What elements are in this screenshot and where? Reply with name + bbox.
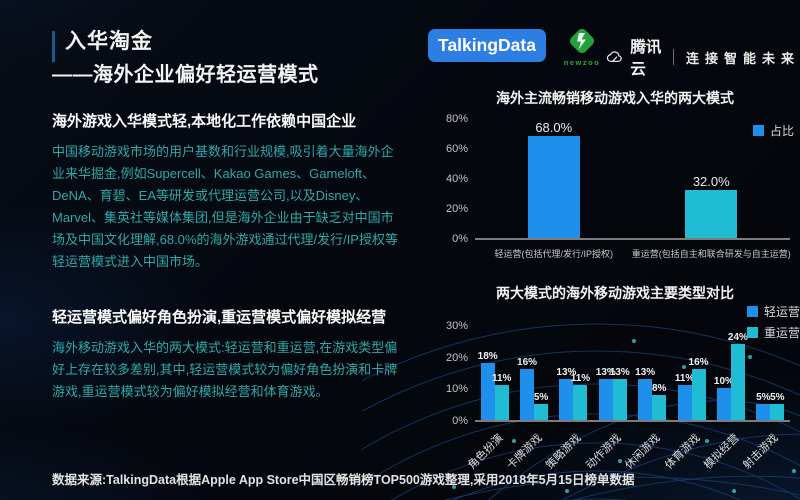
- chart-entry-modes: 海外主流畅销移动游戏入华的两大模式 0% 20% 40% 60% 80% 68.0% 32…: [430, 88, 800, 268]
- legend-item: 占比: [752, 122, 794, 139]
- talkingdata-logo: TalkingData: [428, 29, 546, 62]
- section2-body: 海外移动游戏入华的两大模式:轻运营和重运营,在游戏类型偏好上存在较多差别,其中,…: [52, 340, 398, 399]
- y-tick-label: 0%: [452, 233, 468, 245]
- chart2-y-axis: 0% 10% 20% 30%: [430, 320, 470, 427]
- section-genre-preference: 轻运营模式偏好角色扮演,重运营模式偏好模拟经营 海外移动游戏入华的两大模式:轻运…: [52, 306, 406, 403]
- bar-s0-c0: [480, 363, 495, 420]
- tencent-cloud-label: 腾讯云: [630, 39, 662, 78]
- x-category-label: 体育游戏: [662, 432, 703, 472]
- legend-swatch: [746, 306, 758, 317]
- y-tick-label: 20%: [445, 351, 468, 364]
- bar-s0-c1: [520, 369, 535, 420]
- bar-value-label: 5%: [770, 392, 785, 404]
- bar-value-label: 13%: [595, 366, 616, 378]
- x-category-label: 策略游戏: [544, 432, 585, 472]
- bar-value-label: 18%: [477, 351, 498, 362]
- bar-value-label: 5%: [533, 392, 549, 404]
- y-tick-label: 20%: [445, 203, 468, 215]
- bar-s0-c2: [559, 378, 574, 420]
- y-tick-label: 0%: [452, 415, 468, 427]
- chart2-title: 两大模式的海外移动游戏主要类型对比: [496, 285, 734, 301]
- chart2-legend: 轻运营 重运营: [746, 303, 800, 341]
- bar-value-label: 16%: [517, 357, 538, 369]
- cloud-icon: [606, 51, 622, 62]
- newzoo-logo-text: newzoo: [563, 58, 601, 67]
- x-category-label: 轻运营(包括代理/发行/IP授权): [494, 249, 614, 259]
- talkingdata-logo-text: TalkingData: [438, 35, 536, 55]
- bar-value-label: 8%: [651, 382, 667, 394]
- bar-s1-c4: [652, 394, 667, 420]
- y-tick-label: 80%: [445, 113, 468, 125]
- chart1-x-axis: 轻运营(包括代理/发行/IP授权) 重运营(包括自主和联合研发与自主运营): [475, 244, 791, 260]
- bar-s1-c6: [730, 344, 745, 420]
- section1-body: 中国移动游戏市场的用户基数和行业规模,吸引着大量海外企业来华掘金,例如Super…: [52, 144, 398, 269]
- chart-genre-comparison: 两大模式的海外移动游戏主要类型对比 0% 10% 20% 30% 18% 16% 13% 1…: [430, 283, 800, 493]
- bar-s0-c4: [638, 378, 653, 420]
- bar-s1-c1: [534, 404, 549, 420]
- bar-value-label: 11%: [570, 373, 591, 385]
- bar-value-label: 13%: [609, 366, 630, 378]
- bar-value-label: 11%: [491, 373, 512, 385]
- bar-s1-c7: [770, 404, 785, 420]
- bar-value-label: 68.0%: [535, 120, 573, 135]
- page-title: 入华淘金 ——海外企业偏好轻运营模式: [52, 25, 319, 87]
- chart1-title: 海外主流畅销移动游戏入华的两大模式: [496, 90, 734, 106]
- x-category-label: 模拟经营: [701, 432, 742, 472]
- bar-value-label: 13%: [635, 366, 656, 378]
- bar-s0-c7: [756, 404, 771, 420]
- data-source-note: 数据来源:TalkingData根据Apple App Store中国区畅销榜T…: [52, 473, 635, 487]
- newzoo-diamond-icon: [569, 28, 595, 54]
- x-category-label: 角色扮演: [465, 432, 506, 472]
- legend-swatch: [746, 327, 758, 338]
- bar-value-label: 11%: [674, 373, 695, 385]
- x-category-label: 休闲游戏: [623, 432, 663, 472]
- title-line-2: ——海外企业偏好轻运营模式: [52, 64, 319, 86]
- y-tick-label: 10%: [445, 383, 468, 396]
- newzoo-logo: newzoo: [560, 25, 604, 67]
- bar-value-label: 5%: [756, 392, 771, 404]
- logo-divider: [673, 49, 674, 65]
- bar-s0-c3: [598, 378, 613, 420]
- legend-item: 重运营: [746, 324, 800, 341]
- chart1-y-axis: 0% 20% 40% 60% 80%: [430, 113, 470, 245]
- bar-s0-c0: [527, 136, 580, 238]
- tencent-cloud-logo: 腾讯云 连接智能未来: [606, 35, 800, 79]
- bar-value-label: 13%: [556, 366, 577, 378]
- section1-heading: 海外游戏入华模式轻,本地化工作依赖中国企业: [52, 113, 357, 130]
- globe-wireframe-graphic: [362, 323, 800, 500]
- chart1-legend: 占比: [752, 122, 794, 139]
- tencent-slogan: 连接智能未来: [686, 50, 800, 66]
- bar-value-label: 24%: [727, 332, 748, 343]
- bar-s0-c6: [716, 388, 731, 420]
- section-market-modes: 海外游戏入华模式轻,本地化工作依赖中国企业 中国移动游戏市场的用户基数和行业规模…: [52, 110, 406, 273]
- bar-value-label: 32.0%: [692, 174, 730, 189]
- bar-s0-c5: [677, 385, 692, 420]
- chart1-plot-area: 68.0% 32.0%: [475, 118, 790, 240]
- bar-s0-c1: [685, 190, 738, 238]
- x-category-label: 重运营(包括自主和联合研发与自主运营): [631, 249, 791, 259]
- legend-swatch: [752, 125, 764, 136]
- bar-s1-c2: [573, 385, 588, 420]
- y-tick-label: 40%: [445, 173, 468, 185]
- bar-s1-c0: [494, 385, 509, 420]
- legend-item: 轻运营: [746, 303, 800, 320]
- y-tick-label: 30%: [445, 320, 468, 332]
- x-category-label: 射击游戏: [741, 432, 781, 472]
- bar-s1-c3: [612, 378, 627, 420]
- legend-label: 轻运营: [763, 305, 800, 319]
- legend-label: 占比: [769, 124, 794, 138]
- title-line-1: 入华淘金: [65, 30, 153, 53]
- bar-value-label: 10%: [713, 376, 734, 388]
- x-category-label: 动作游戏: [583, 432, 624, 472]
- title-accent-bar: [52, 31, 55, 62]
- section2-heading: 轻运营模式偏好角色扮演,重运营模式偏好模拟经营: [52, 309, 387, 326]
- bar-value-label: 16%: [688, 357, 709, 369]
- y-tick-label: 60%: [445, 143, 468, 155]
- legend-label: 重运营: [763, 326, 800, 340]
- x-category-label: 卡牌游戏: [505, 432, 545, 472]
- bar-s1-c5: [691, 369, 706, 420]
- chart2-plot-area: 18% 16% 13% 13% 13% 11% 10% 5% 11% 5% 11% 13% 8% 16% 2…: [475, 325, 790, 422]
